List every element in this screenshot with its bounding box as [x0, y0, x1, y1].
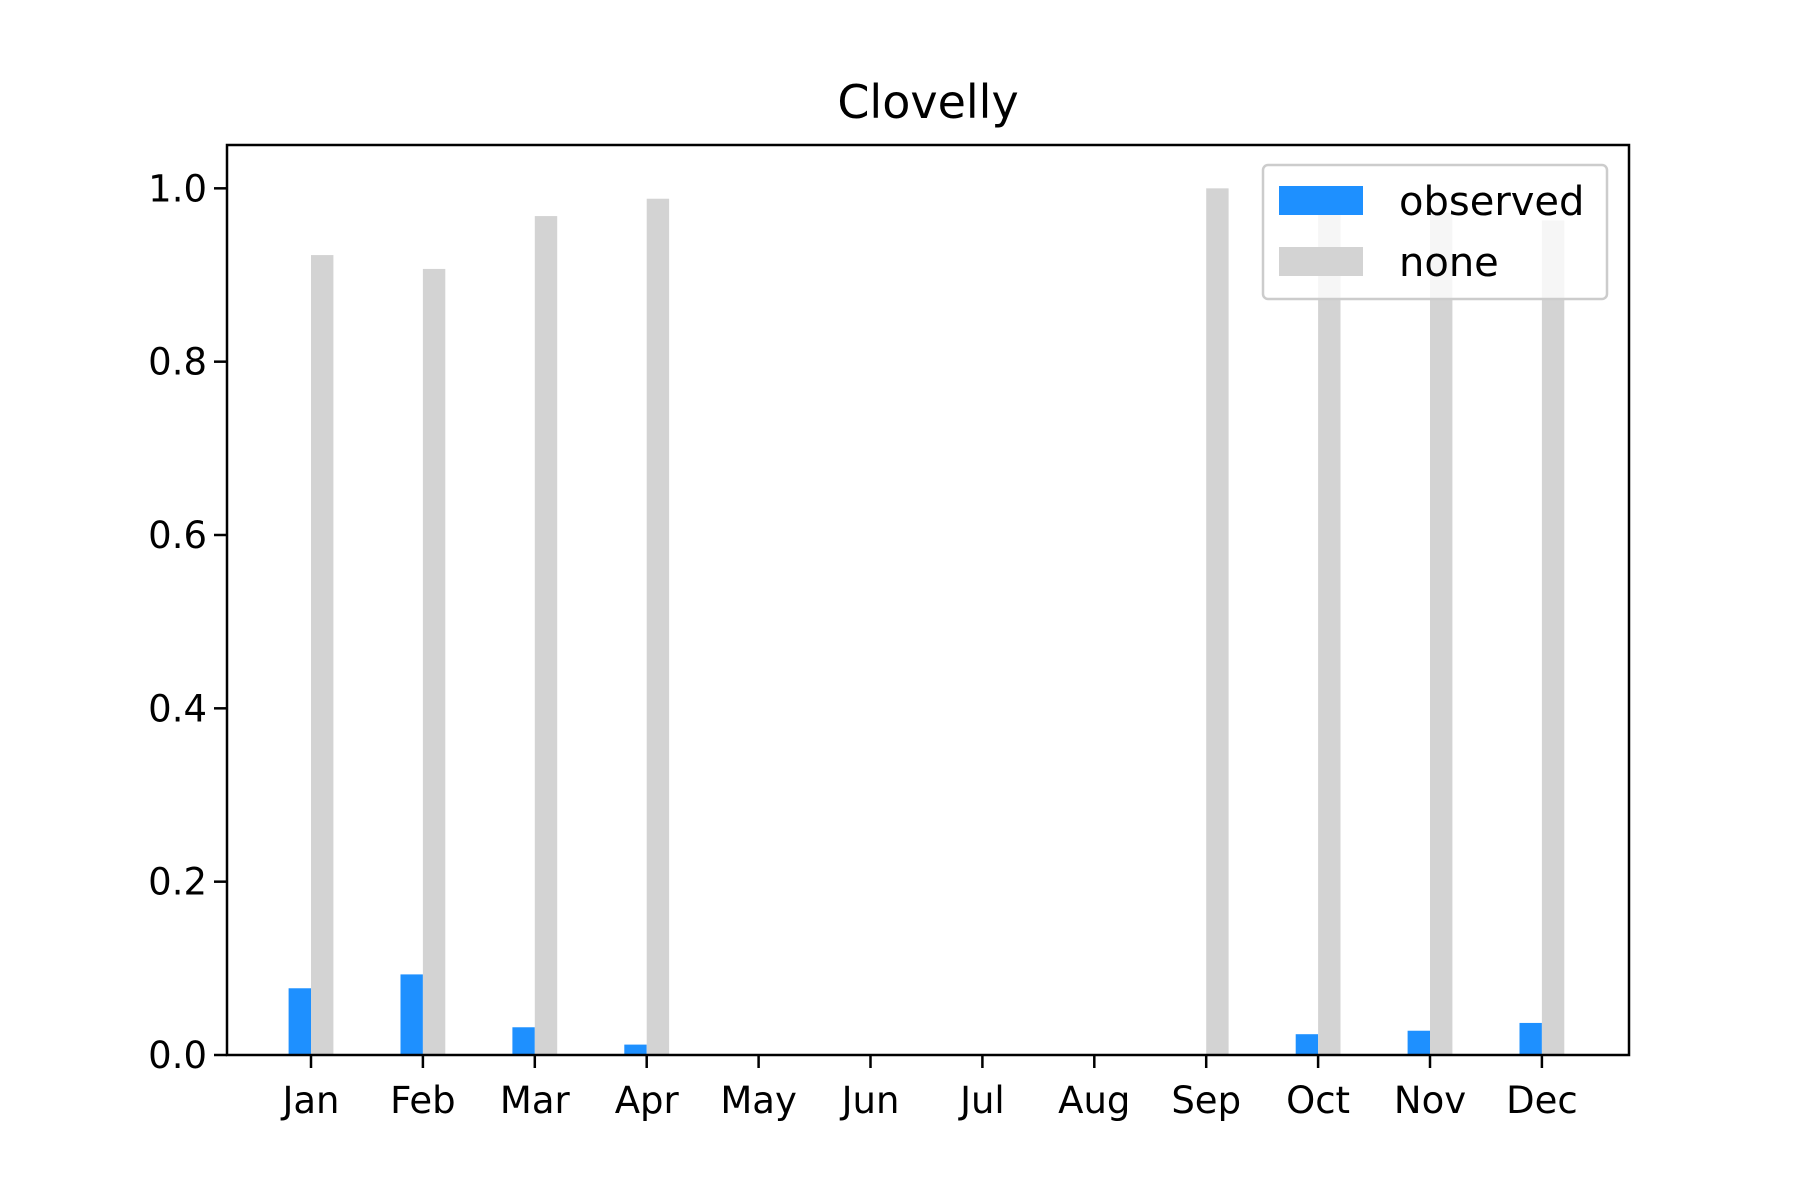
- bar-observed-feb: [400, 974, 423, 1055]
- x-tick-label: Jan: [280, 1079, 339, 1122]
- x-tick-label: Aug: [1058, 1079, 1130, 1122]
- bar-observed-jan: [288, 988, 311, 1055]
- legend-swatch-none: [1279, 247, 1363, 276]
- y-tick-label: 0.8: [148, 341, 207, 384]
- bar-none-feb: [422, 268, 446, 1055]
- bar-none-sep: [1206, 188, 1229, 1056]
- x-tick-label: Apr: [615, 1079, 680, 1122]
- bar-none-apr: [646, 198, 670, 1055]
- legend: observed none: [1261, 163, 1609, 301]
- x-tick-label: Nov: [1394, 1079, 1466, 1122]
- plot-frame: [225, 143, 1631, 1057]
- bar-observed-apr: [624, 1044, 647, 1055]
- bar-none-oct: [1318, 209, 1341, 1056]
- legend-label-observed: observed: [1399, 179, 1584, 225]
- axes-layer: 0.0 0.2 0.4 0.6 0.8 1.0 Jan Feb Mar Apr May Jun Jul A…: [148, 143, 1631, 1122]
- bar-observed-mar: [512, 1027, 535, 1055]
- x-tick-label: May: [720, 1079, 797, 1122]
- bar-observed-dec: [1519, 1022, 1542, 1055]
- x-tick-label: Jul: [958, 1079, 1005, 1122]
- chart-title: Clovelly: [837, 75, 1018, 129]
- x-tick-label: Mar: [500, 1079, 571, 1122]
- bar-none-dec: [1541, 220, 1565, 1055]
- bar-none-nov: [1430, 212, 1453, 1056]
- y-tick-label: 1.0: [148, 167, 207, 210]
- y-tick-label: 0.6: [148, 514, 207, 557]
- bar-observed-nov: [1407, 1030, 1430, 1055]
- y-tick-label: 0.0: [148, 1034, 207, 1077]
- x-tick-label: Dec: [1506, 1079, 1578, 1122]
- bar-none-mar: [534, 216, 558, 1056]
- bars-layer: [288, 188, 1565, 1056]
- bar-none-jan: [311, 255, 334, 1056]
- bar-observed-oct: [1295, 1034, 1319, 1055]
- x-tick-label: Sep: [1171, 1079, 1241, 1122]
- legend-swatch-observed: [1279, 186, 1363, 215]
- y-tick-label: 0.4: [148, 687, 207, 730]
- x-tick-label: Feb: [390, 1079, 456, 1122]
- x-tick-label: Oct: [1286, 1079, 1350, 1122]
- x-tick-label: Jun: [840, 1079, 900, 1122]
- y-tick-label: 0.2: [148, 861, 207, 904]
- legend-label-none: none: [1399, 240, 1499, 286]
